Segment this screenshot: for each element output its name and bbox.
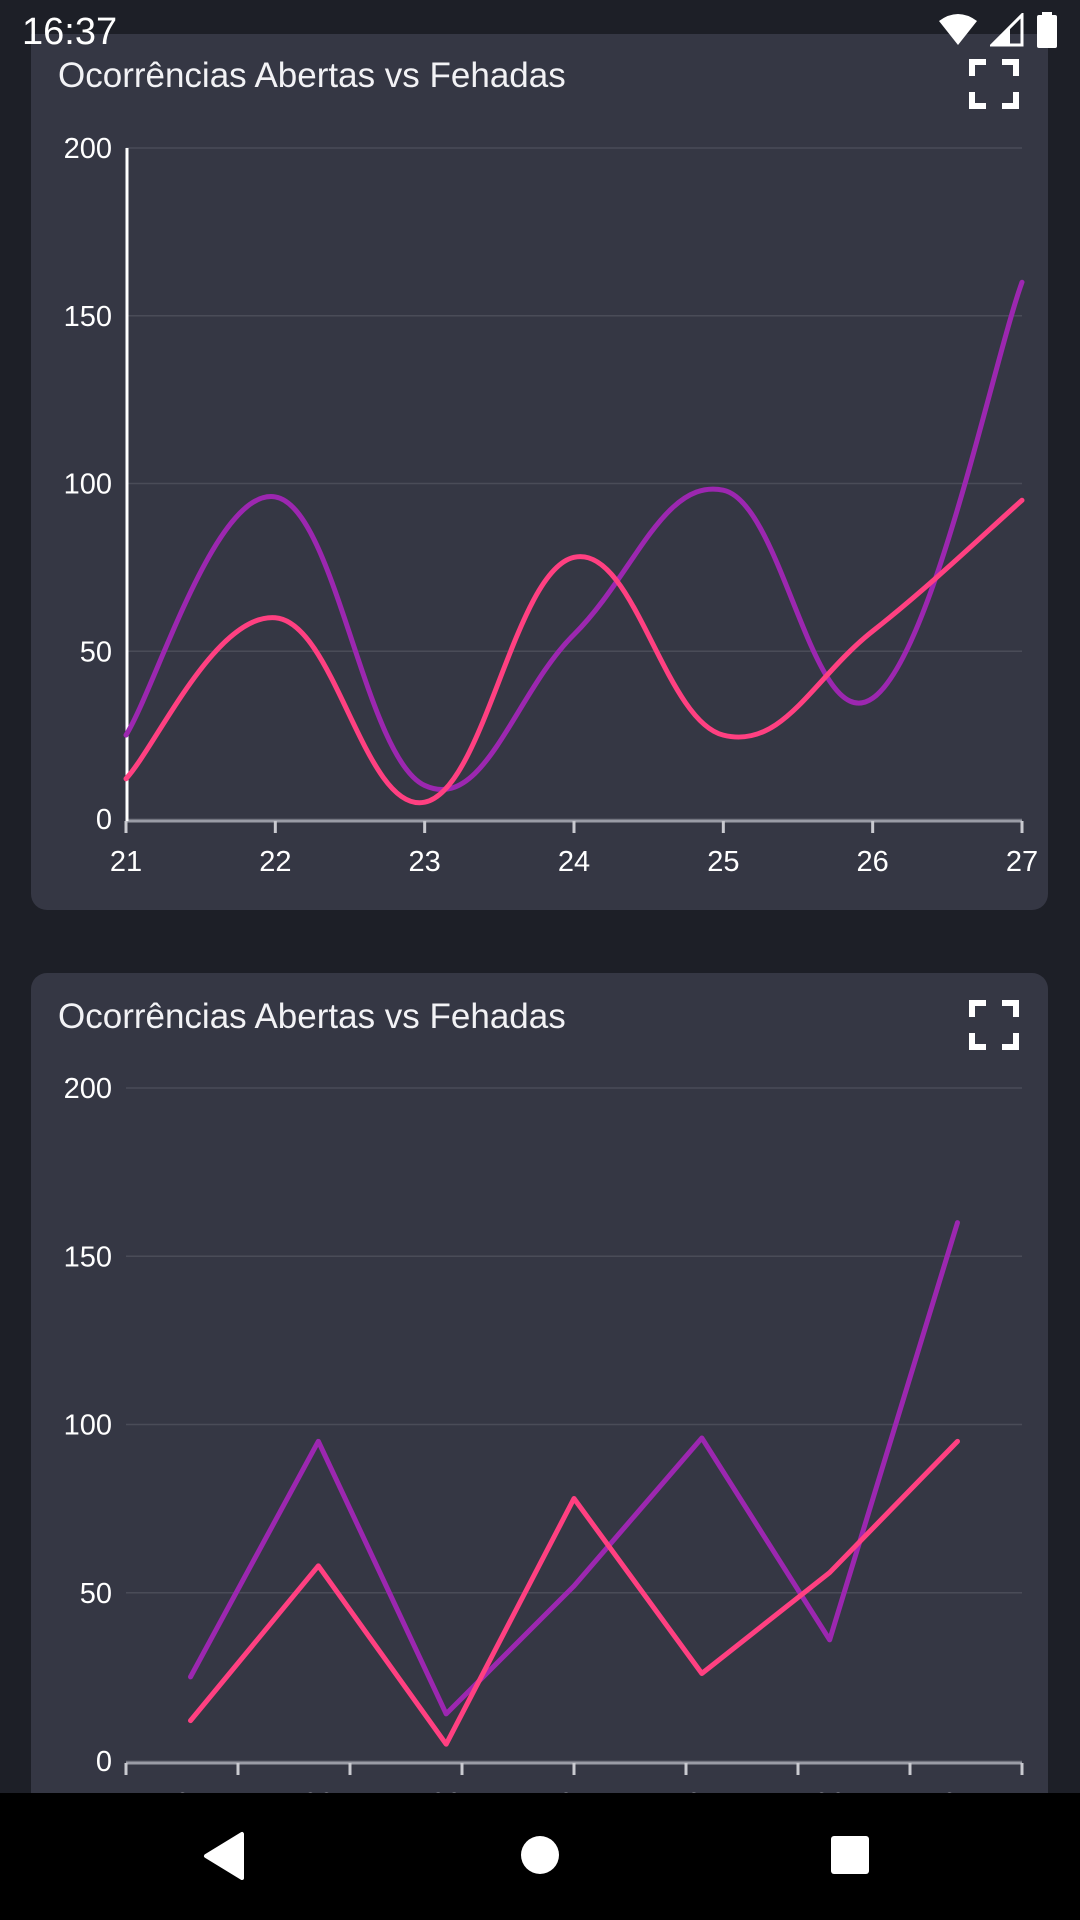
navigation-bar (0, 1793, 1080, 1920)
line-chart-smooth: 0 50 100 150 200 21 22 23 24 25 26 27 (64, 133, 1039, 878)
home-button[interactable] (520, 1835, 560, 1875)
y-tick-label: 200 (64, 133, 112, 165)
chart-card-title: Ocorrências Abertas vs Fehadas (58, 56, 566, 95)
x-tick-label: 24 (558, 846, 590, 878)
back-icon (204, 1832, 244, 1880)
fullscreen-icon (969, 59, 1019, 109)
series-line-1 (188, 1220, 960, 1717)
x-tick-label: 27 (1006, 846, 1038, 878)
chart-card-title: Ocorrências Abertas vs Fehadas (58, 997, 566, 1036)
chart-card-2: Ocorrências Abertas vs Fehadas 0 50 100 150… (31, 973, 1048, 1793)
x-tick-label: 25 (686, 1788, 718, 1793)
line-chart-straight: 0 50 100 150 200 21 22 23 24 25 26 27 (64, 1073, 1024, 1793)
y-tick-label: 0 (96, 804, 112, 836)
cell-signal-icon (990, 13, 1024, 47)
x-tick-label: 24 (558, 1788, 590, 1793)
x-tick-label: 22 (302, 1788, 334, 1793)
recents-button[interactable] (830, 1835, 870, 1875)
x-tick-label: 21 (174, 1788, 206, 1793)
home-icon (521, 1836, 559, 1874)
y-tick-label: 100 (64, 469, 112, 501)
series-line-2 (188, 1438, 960, 1747)
status-bar: 16:37 (0, 0, 1080, 60)
x-tick-label: 22 (259, 846, 291, 878)
status-icons (938, 12, 1058, 48)
series-line-1 (123, 279, 1025, 792)
x-tick-label: 25 (707, 846, 739, 878)
y-tick-label: 50 (80, 636, 112, 668)
recents-icon (831, 1836, 869, 1874)
series-line-2 (123, 497, 1025, 805)
battery-icon (1037, 12, 1057, 48)
x-tick-label: 26 (814, 1788, 846, 1793)
y-tick-label: 0 (96, 1746, 112, 1778)
y-tick-label: 150 (64, 1241, 112, 1273)
expand-chart-button[interactable] (968, 58, 1020, 110)
x-tick-label: 23 (409, 846, 441, 878)
wifi-icon (939, 14, 977, 45)
x-tick-label: 27 (941, 1788, 973, 1793)
fullscreen-icon (969, 1000, 1019, 1050)
x-tick-label: 21 (110, 846, 142, 878)
x-tick-label: 26 (857, 846, 889, 878)
expand-chart-button[interactable] (968, 999, 1020, 1051)
y-tick-label: 100 (64, 1410, 112, 1442)
y-tick-label: 150 (64, 301, 112, 333)
chart-card-1: Ocorrências Abertas vs Fehadas 0 50 100 150… (31, 34, 1048, 910)
back-button[interactable] (200, 1826, 250, 1886)
y-tick-label: 200 (64, 1073, 112, 1105)
y-tick-label: 50 (80, 1578, 112, 1610)
x-tick-label: 23 (430, 1788, 462, 1793)
status-time: 16:37 (22, 10, 118, 53)
